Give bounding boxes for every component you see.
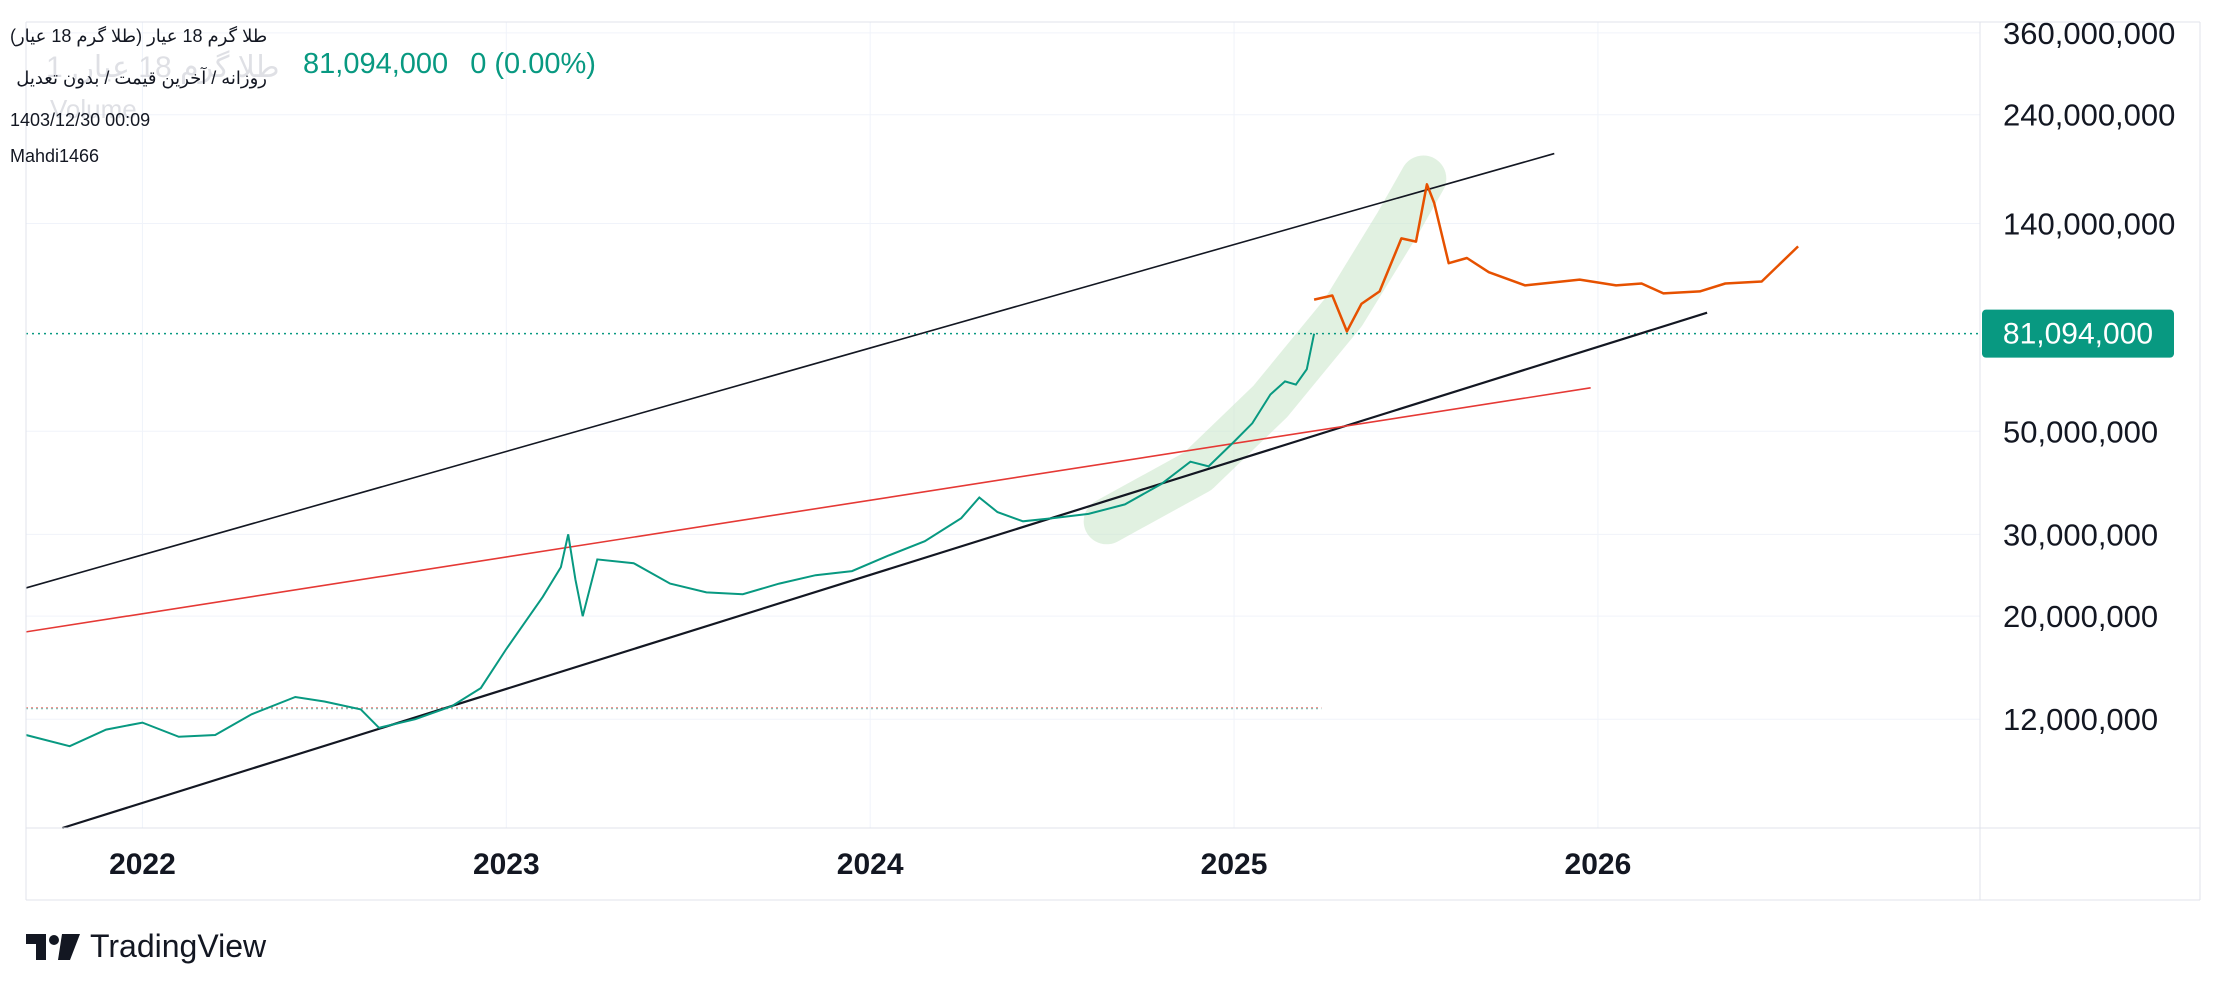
- y-tick-label: 360,000,000: [2003, 16, 2175, 51]
- last-price-badge-label: 81,094,000: [2003, 318, 2153, 351]
- price-header: 81,094,000 0 (0.00%): [303, 48, 610, 81]
- symbol-title: طلا گرم 18 عیار (طلا گرم 18 عیار): [10, 26, 268, 46]
- y-tick-label: 50,000,000: [2003, 414, 2158, 449]
- tradingview-logo[interactable]: TradingView: [26, 928, 266, 965]
- y-tick-label: 30,000,000: [2003, 517, 2158, 552]
- x-tick-label: 2024: [837, 848, 904, 881]
- y-tick-label: 240,000,000: [2003, 98, 2175, 133]
- upper-channel[interactable]: [25, 152, 1555, 589]
- resistance[interactable]: [25, 387, 1591, 633]
- x-tick-label: 2025: [1201, 848, 1268, 881]
- y-axis: 12,000,000 20,000,000 30,000,000 50,000,000…: [2003, 16, 2175, 737]
- forecast-series: [1313, 183, 1799, 333]
- y-tick-label: 140,000,000: [2003, 206, 2175, 241]
- x-axis: 2022 2023 2024 2025 2026: [109, 848, 1631, 881]
- grid: [26, 22, 1980, 828]
- last-price-badge: 81,094,000: [1982, 309, 2174, 358]
- trend-highlight-band: [1083, 155, 1447, 545]
- price-change: 0 (0.00%): [470, 48, 596, 80]
- lower-channel[interactable]: [62, 311, 1708, 830]
- tradingview-logo-icon: [26, 933, 80, 960]
- y-tick-label: 20,000,000: [2003, 599, 2158, 634]
- symbol-watermark: طلا گرم 18 عیار, 1: [46, 51, 280, 84]
- chart-subtitle: روزانه / آخرین قیمت / بدون تعدیل: [16, 68, 267, 88]
- tradingview-logo-text: TradingView: [90, 928, 267, 964]
- volume-watermark: Volume: [50, 94, 137, 124]
- y-tick-label: 12,000,000: [2003, 702, 2158, 737]
- x-tick-label: 2026: [1565, 848, 1632, 881]
- chart-datetime: 1403/12/30 00:09: [10, 110, 151, 130]
- x-tick-label: 2022: [109, 848, 176, 881]
- author-name: Mahdi1466: [10, 146, 100, 166]
- price-series[interactable]: [25, 333, 1316, 748]
- x-tick-label: 2023: [473, 848, 540, 881]
- last-price: 81,094,000: [303, 48, 449, 80]
